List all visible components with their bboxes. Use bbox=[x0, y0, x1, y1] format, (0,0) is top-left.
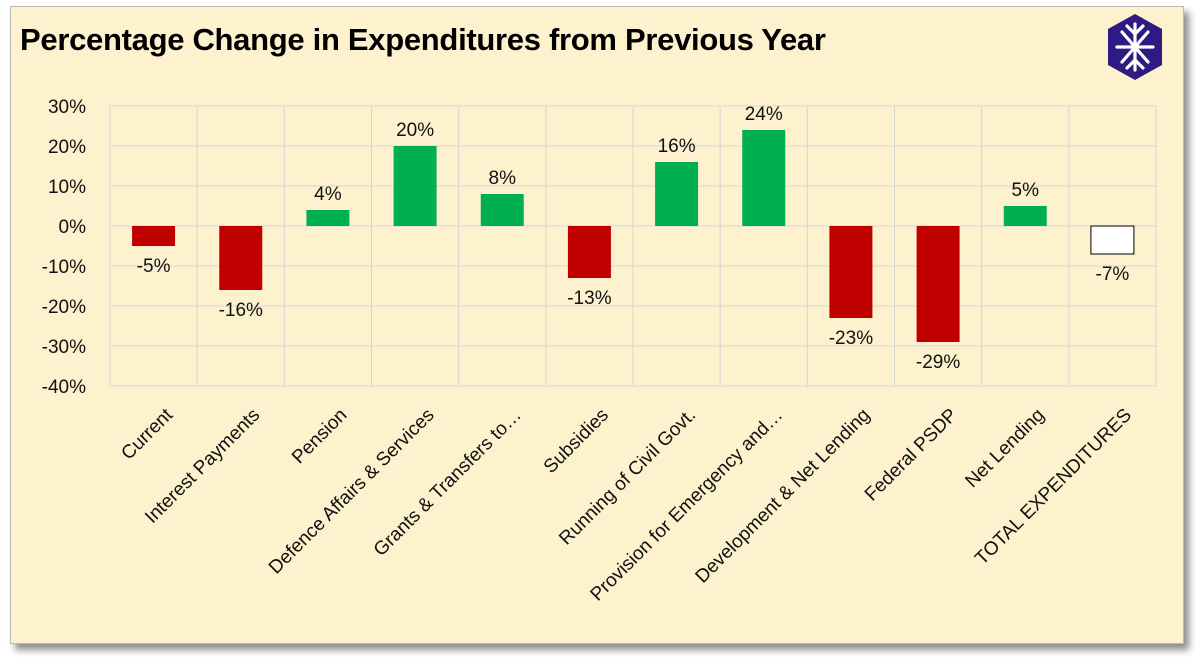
y-tick-label: -40% bbox=[42, 377, 86, 398]
y-tick-label: -30% bbox=[42, 337, 86, 358]
data-label: -7% bbox=[1096, 264, 1130, 285]
x-tick-label: Federal PSDP bbox=[861, 405, 962, 506]
x-tick-label: Subsidies bbox=[540, 405, 613, 478]
bar bbox=[393, 146, 437, 226]
data-label: 4% bbox=[314, 184, 342, 205]
x-tick-label: Defence Affairs & Services bbox=[265, 405, 439, 579]
y-tick-label: 20% bbox=[48, 137, 86, 158]
data-label: 5% bbox=[1012, 180, 1040, 201]
bar bbox=[480, 194, 524, 226]
bar bbox=[1090, 225, 1135, 255]
y-tick-label: 30% bbox=[48, 97, 86, 118]
x-tick-label: Current bbox=[117, 404, 177, 464]
data-label: 20% bbox=[396, 120, 434, 141]
y-tick-label: 0% bbox=[59, 217, 87, 238]
chart-frame bbox=[10, 6, 1184, 644]
bar bbox=[829, 226, 873, 318]
x-tick-label: Provision for Emergency and… bbox=[587, 405, 788, 606]
x-tick-label: Development & Net Lending bbox=[692, 405, 875, 588]
y-tick-label: -20% bbox=[42, 297, 86, 318]
x-tick-label: Grants & Transfers to… bbox=[370, 405, 526, 561]
x-tick-label: Net Lending bbox=[961, 405, 1048, 492]
bar bbox=[655, 162, 699, 226]
data-label: -23% bbox=[829, 328, 873, 349]
bar bbox=[742, 130, 786, 226]
data-label: 16% bbox=[658, 136, 696, 157]
bar bbox=[132, 226, 176, 246]
x-tick-label: Pension bbox=[288, 405, 351, 468]
bar bbox=[306, 210, 350, 226]
data-label: 24% bbox=[745, 104, 783, 125]
brand-logo-icon bbox=[1108, 14, 1162, 80]
bar bbox=[567, 226, 611, 278]
chart-title: Percentage Change in Expenditures from P… bbox=[20, 22, 826, 57]
bar bbox=[1003, 206, 1047, 226]
data-label: 8% bbox=[489, 168, 517, 189]
data-label: -5% bbox=[137, 256, 171, 277]
data-label: -29% bbox=[916, 352, 960, 373]
bar bbox=[219, 226, 263, 290]
y-tick-label: -10% bbox=[42, 257, 86, 278]
data-label: -16% bbox=[219, 300, 263, 321]
bar bbox=[916, 226, 960, 342]
y-tick-label: 10% bbox=[48, 177, 86, 198]
x-tick-label: TOTAL EXPENDITURES bbox=[971, 405, 1136, 570]
data-label: -13% bbox=[567, 288, 611, 309]
